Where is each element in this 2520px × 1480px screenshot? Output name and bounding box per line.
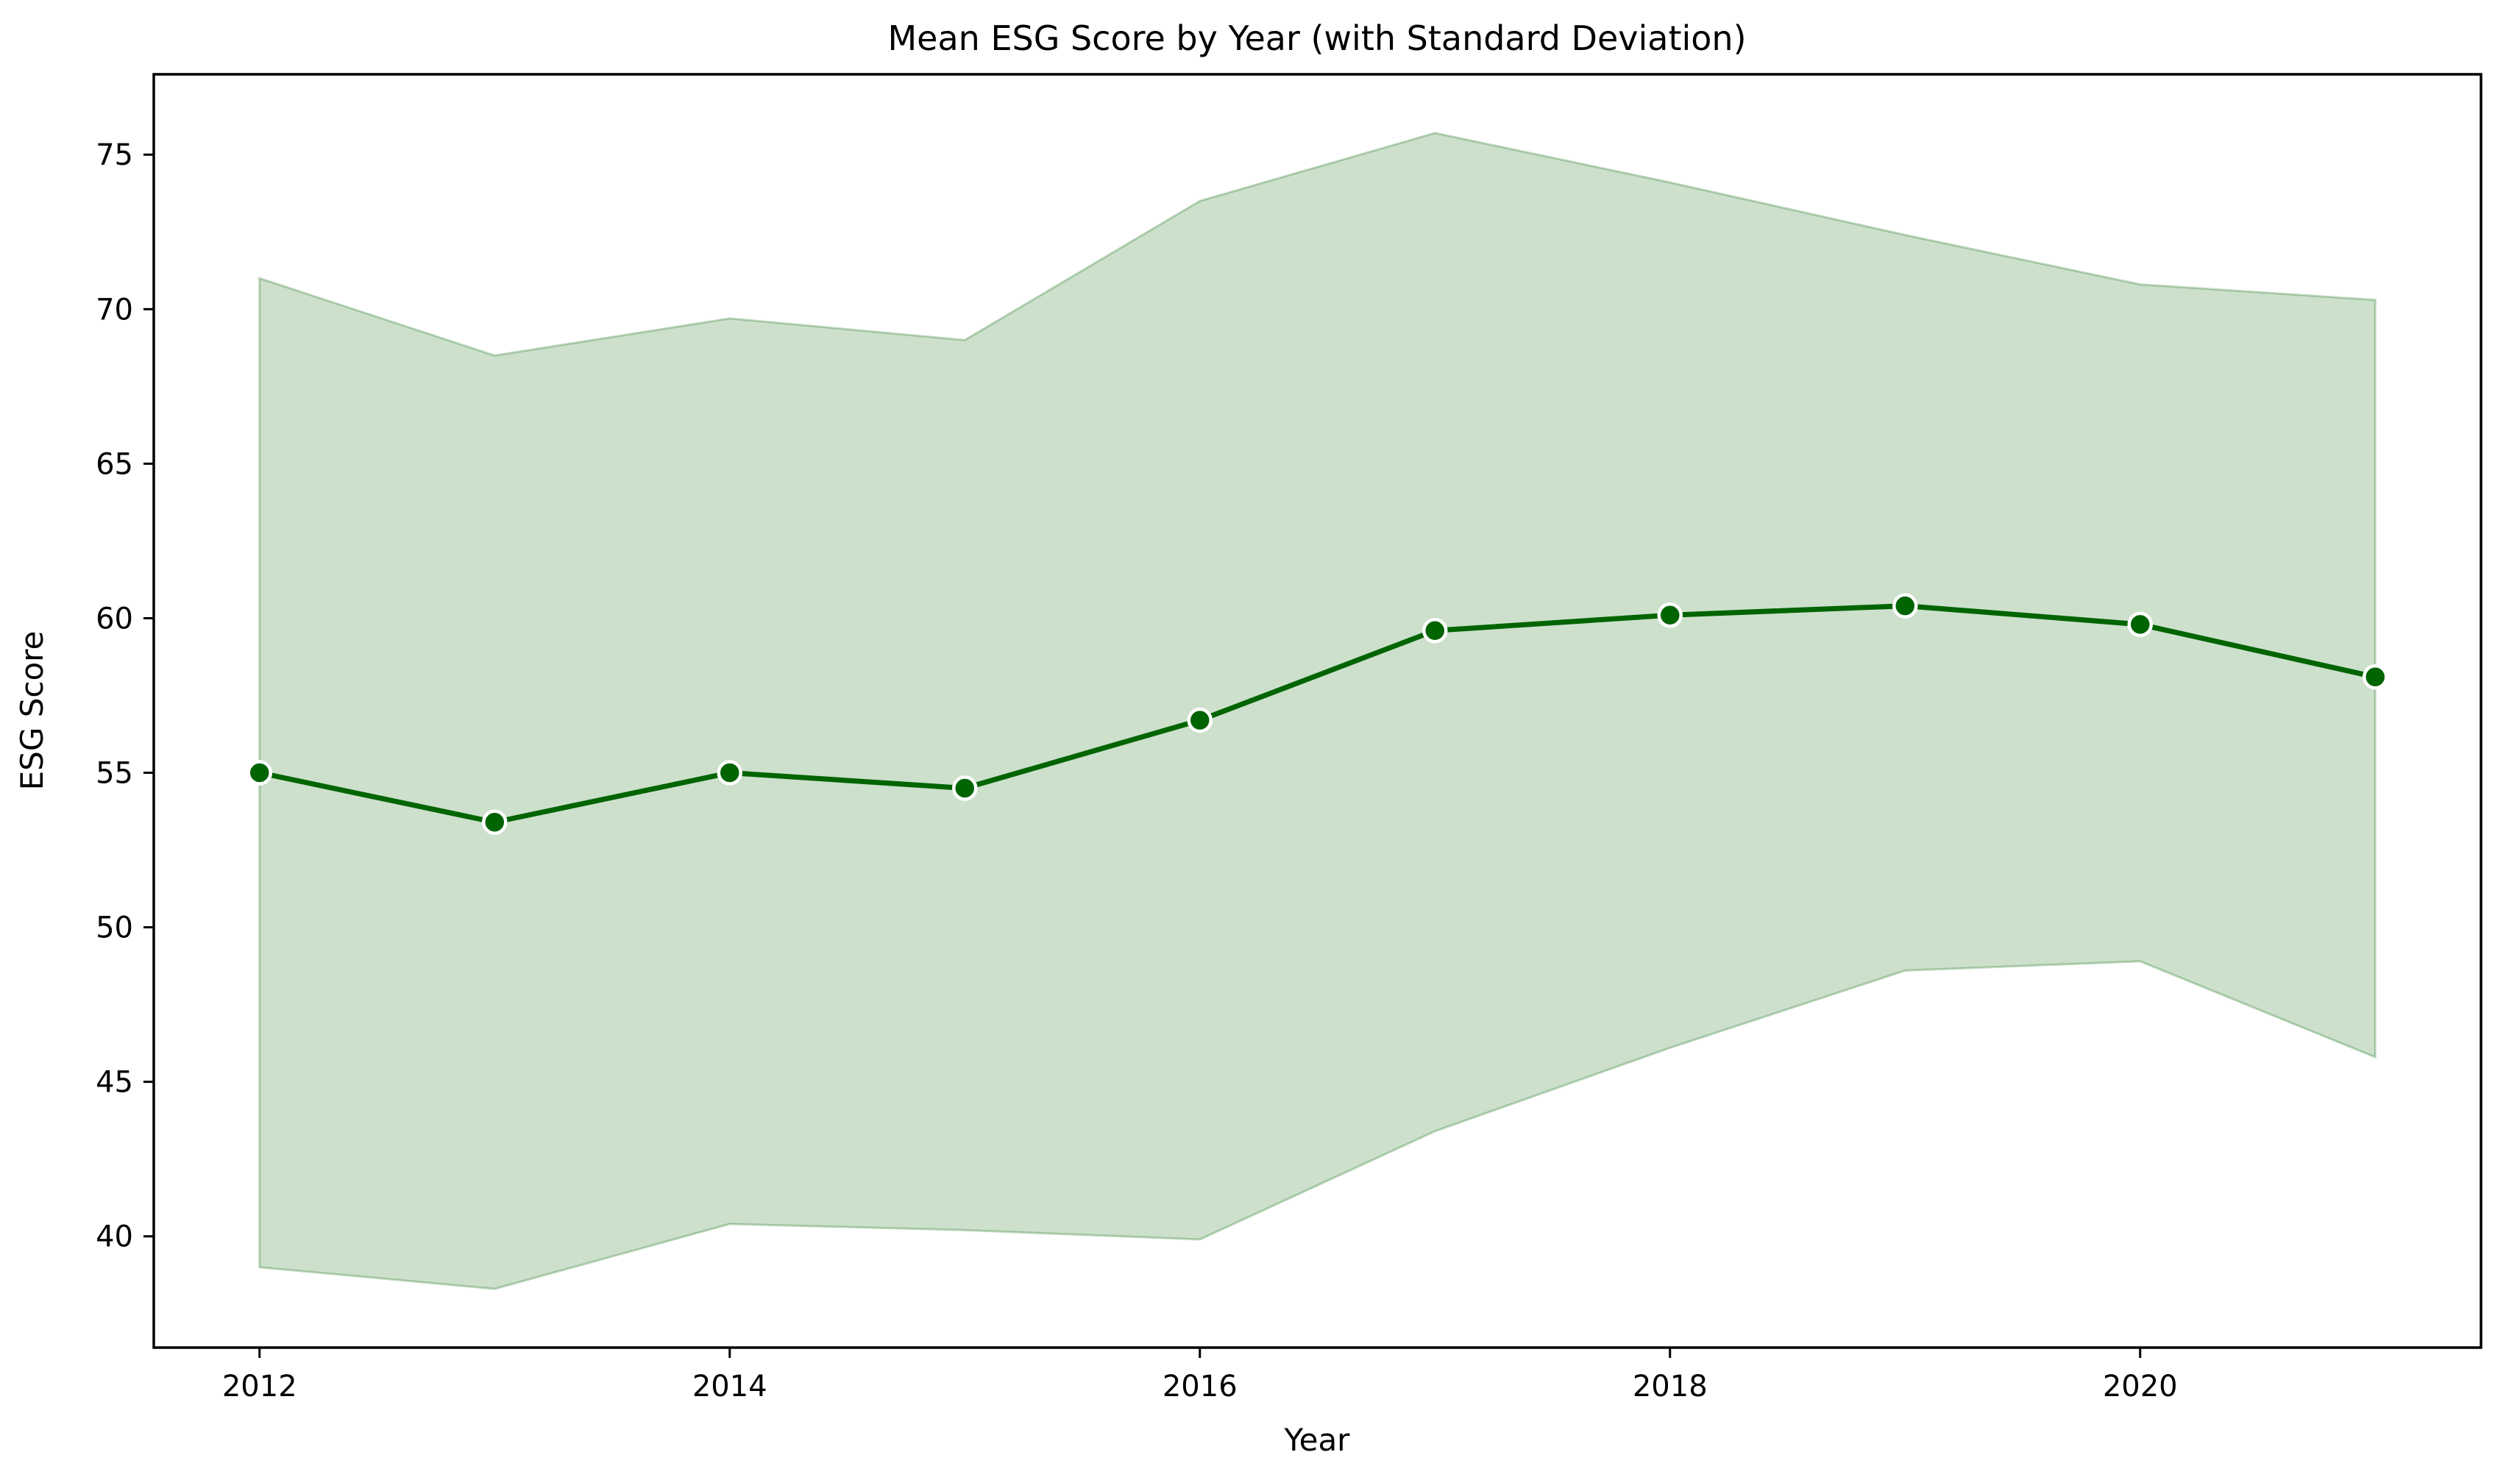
x-tick-label: 2018 [1633,1370,1708,1403]
mean-line [257,603,2378,825]
y-tick-label: 70 [96,293,133,327]
data-point-2017 [1422,618,1448,644]
y-axis-label: ESG Score [14,631,50,791]
data-point-2016 [1187,707,1213,733]
y-tick-label: 40 [96,1220,133,1254]
y-tick-label: 60 [96,602,133,636]
data-point-2019 [1892,593,1918,619]
data-point-2020 [2127,611,2153,638]
data-point-2018 [1657,602,1683,628]
data-point-2021 [2362,664,2388,690]
y-tick-label: 75 [96,138,133,172]
y-tick-label: 50 [96,911,133,945]
chart-title: Mean ESG Score by Year (with Standard De… [887,18,1746,58]
x-axis-label: Year [1284,1422,1351,1458]
data-point-2014 [717,760,743,786]
x-tick-label: 2016 [1163,1370,1238,1403]
x-tick-label: 2014 [692,1370,767,1403]
data-point-2012 [246,760,273,786]
data-point-2015 [952,775,978,801]
data-point-2013 [482,809,508,836]
y-tick-label: 45 [96,1066,133,1100]
std-deviation-band [258,132,2377,1290]
x-tick-label: 2020 [2103,1370,2178,1403]
y-tick-label: 55 [96,757,133,791]
x-tick-label: 2012 [222,1370,297,1403]
plot-area-border [152,73,2482,1349]
y-tick-label: 65 [96,447,133,481]
